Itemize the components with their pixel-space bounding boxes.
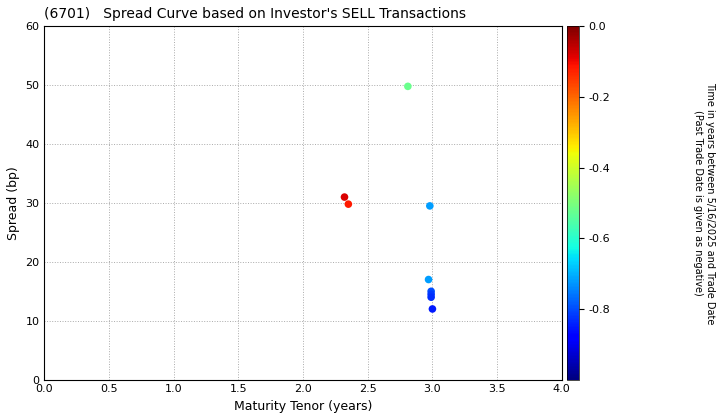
Point <box>427 306 438 312</box>
Point <box>343 201 354 207</box>
Point <box>426 294 437 301</box>
Text: (6701)   Spread Curve based on Investor's SELL Transactions: (6701) Spread Curve based on Investor's … <box>45 7 467 21</box>
Y-axis label: Time in years between 5/16/2025 and Trade Date
(Past Trade Date is given as nega: Time in years between 5/16/2025 and Trad… <box>693 82 714 324</box>
Point <box>423 276 434 283</box>
X-axis label: Maturity Tenor (years): Maturity Tenor (years) <box>234 400 372 413</box>
Point <box>426 291 437 298</box>
Y-axis label: Spread (bp): Spread (bp) <box>7 166 20 240</box>
Point <box>424 202 436 209</box>
Point <box>426 288 437 295</box>
Point <box>402 83 413 90</box>
Point <box>338 194 350 200</box>
